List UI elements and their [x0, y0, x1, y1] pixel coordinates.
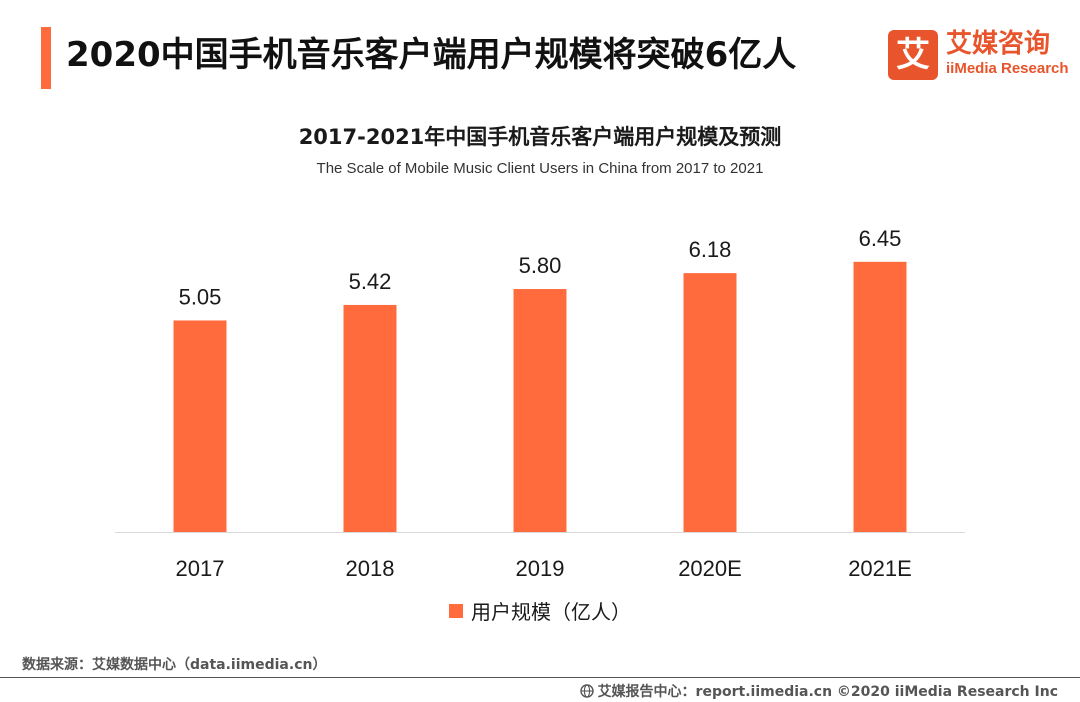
bar-2021E [853, 261, 907, 532]
bar-value-label-2019: 5.80 [519, 253, 562, 278]
page-title: 2020中国手机音乐客户端用户规模将突破6亿人 [66, 35, 797, 75]
chart-legend: 用户规模（亿人） [0, 596, 1080, 625]
bar-2020E [683, 273, 737, 532]
footer-divider [0, 677, 1080, 678]
logo-mark: 艾 [888, 30, 938, 80]
bar-2019 [513, 289, 567, 532]
logo-chinese-name: 艾媒咨询 [946, 29, 1051, 59]
globe-icon [579, 684, 594, 698]
x-tick-label-2018: 2018 [346, 556, 395, 581]
bar-value-label-2018: 5.42 [349, 269, 392, 294]
legend-label: 用户规模（亿人） [471, 600, 631, 624]
data-source: 数据来源：艾媒数据中心（data.iimedia.cn） [22, 657, 327, 673]
title-accent-bar [41, 27, 51, 89]
bar-value-label-2020E: 6.18 [689, 237, 732, 262]
x-tick-label-2017: 2017 [176, 556, 225, 581]
x-tick-label-2019: 2019 [516, 556, 565, 581]
logo-english-name: iiMedia Research [946, 60, 1069, 77]
bar-value-label-2021E: 6.45 [859, 226, 902, 251]
legend-swatch [449, 603, 463, 618]
x-tick-label-2021E: 2021E [848, 556, 912, 581]
x-tick-label-2020E: 2020E [678, 556, 742, 581]
bar-2017 [173, 320, 227, 532]
chart-subtitle: The Scale of Mobile Music Client Users i… [316, 160, 764, 177]
bar-2018 [343, 304, 397, 532]
chart-title: 2017-2021年中国手机音乐客户端用户规模及预测 [298, 125, 782, 149]
bar-value-label-2017: 5.05 [179, 284, 222, 309]
footer-credit: 艾媒报告中心：report.iimedia.cn ©2020 iiMedia R… [579, 681, 1058, 701]
brand-logo: 艾 艾媒咨询 iiMedia Research [888, 29, 1069, 80]
footer-credit-text: 艾媒报告中心：report.iimedia.cn ©2020 iiMedia R… [597, 684, 1058, 700]
